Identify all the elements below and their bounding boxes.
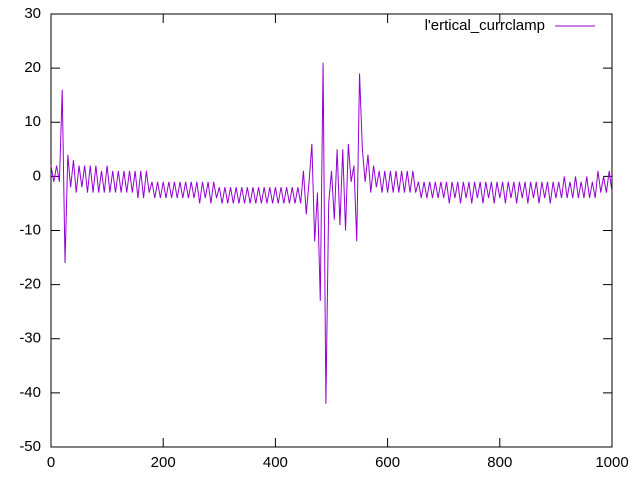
- x-tick-label: 600: [375, 454, 400, 471]
- plot-border: [50, 13, 613, 448]
- legend-label: l'ertical_currclamp: [425, 17, 545, 34]
- x-tick-label: 800: [487, 454, 512, 471]
- x-tick-label: 400: [263, 454, 288, 471]
- y-tick-label: -30: [19, 330, 41, 347]
- y-tick-label: -20: [19, 276, 41, 293]
- series-line: [50, 62, 613, 404]
- x-tick-label: 200: [151, 454, 176, 471]
- y-tick-label: 10: [24, 113, 41, 130]
- x-tick-label: 0: [47, 454, 55, 471]
- y-tick-label: 20: [24, 59, 41, 76]
- y-tick-label: 0: [33, 167, 41, 184]
- y-tick-label: -50: [19, 438, 41, 455]
- y-tick-label: -40: [19, 384, 41, 401]
- y-tick-label: -10: [19, 221, 41, 238]
- x-tick-label: 1000: [595, 454, 628, 471]
- y-tick-label: 30: [24, 5, 41, 22]
